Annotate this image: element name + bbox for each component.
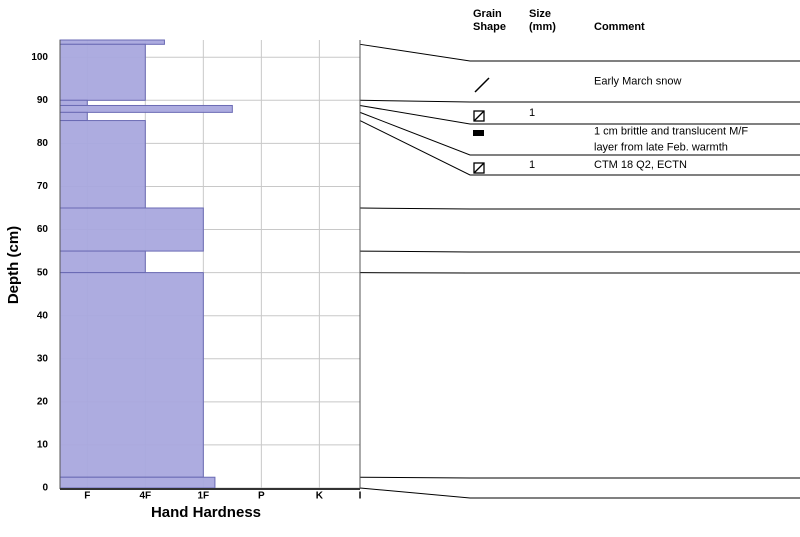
x-tick-label: P <box>258 491 265 502</box>
grain-symbol <box>473 162 485 174</box>
header: Comment <box>594 21 645 33</box>
header: Grain <box>473 8 502 20</box>
layer-connector <box>359 111 800 156</box>
hardness-bar <box>59 104 233 113</box>
y-tick-label: 20 <box>37 396 49 407</box>
y-tick-label: 50 <box>37 267 49 278</box>
layer-connector <box>359 104 800 125</box>
x-tick-label: 1F <box>197 491 209 502</box>
comment: layer from late Feb. warmth <box>594 141 728 153</box>
layer-connector <box>359 207 800 210</box>
y-tick-label: 80 <box>37 138 49 149</box>
hardness-bar <box>59 207 204 252</box>
layer-connector <box>359 43 800 62</box>
y-tick-label: 60 <box>37 224 49 235</box>
layer-connector <box>359 487 800 499</box>
hardness-bar <box>59 476 216 489</box>
layer-connector <box>359 250 800 253</box>
header: Size <box>529 8 551 20</box>
grain-symbol <box>474 77 490 93</box>
hardness-bar <box>59 272 204 478</box>
comment: Early March snow <box>594 75 681 87</box>
header: Shape <box>473 21 506 33</box>
x-tick-label: 4F <box>139 491 151 502</box>
grain-size: 1 <box>529 107 535 119</box>
y-tick-label: 0 <box>42 483 48 494</box>
x-tick-label: I <box>359 491 362 502</box>
hardness-bar <box>59 99 88 106</box>
x-tick-label: F <box>84 491 90 502</box>
y-tick-label: 30 <box>37 353 49 364</box>
y-axis-title: Depth (cm) <box>5 226 22 304</box>
hardness-bar <box>59 39 165 45</box>
y-tick-label: 10 <box>37 440 49 451</box>
x-tick-label: K <box>316 491 324 502</box>
grain-symbol <box>473 110 485 122</box>
layer-connector <box>359 99 800 103</box>
hardness-bar <box>59 120 146 209</box>
y-tick-label: 100 <box>31 52 48 63</box>
comment: CTM 18 Q2, ECTN <box>594 159 687 171</box>
hardness-bar <box>59 43 146 101</box>
grain-size: 1 <box>529 159 535 171</box>
hardness-bar <box>59 111 88 122</box>
x-axis-title: Hand Hardness <box>151 504 261 521</box>
y-tick-label: 70 <box>37 181 49 192</box>
hardness-bar <box>59 250 146 274</box>
comment: 1 cm brittle and translucent M/F <box>594 125 748 137</box>
layer-connector <box>359 476 800 479</box>
y-tick-label: 90 <box>37 95 49 106</box>
grain-symbol <box>473 130 484 136</box>
layer-connector <box>359 120 800 176</box>
header: (mm) <box>529 21 556 33</box>
y-tick-label: 40 <box>37 310 49 321</box>
